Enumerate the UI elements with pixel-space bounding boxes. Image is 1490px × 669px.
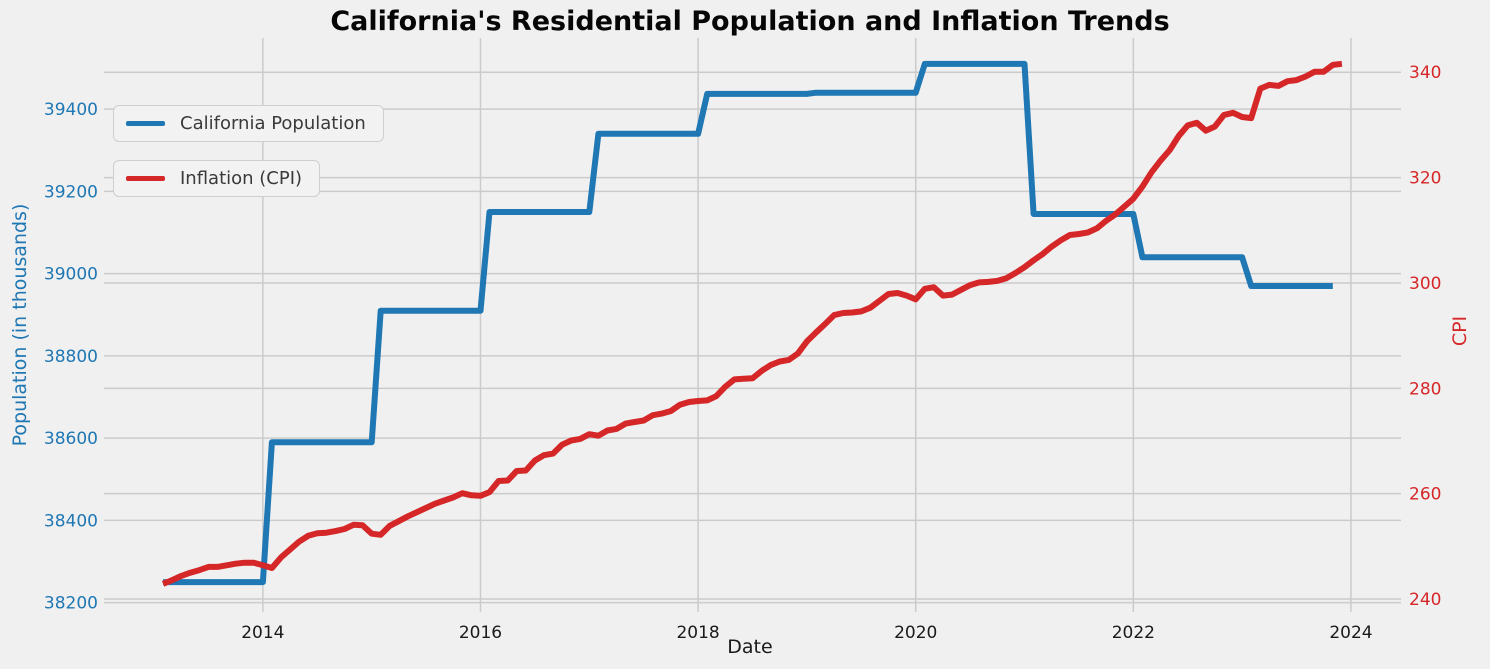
legend-label-cpi: Inflation (CPI) xyxy=(180,168,303,189)
x-tick-label: 2014 xyxy=(241,623,284,643)
legend-swatch-cpi-icon xyxy=(126,176,165,181)
x-axis-label: Date xyxy=(727,636,773,658)
y-tick-label-left: 39200 xyxy=(44,182,98,202)
y-tick-label-right: 300 xyxy=(1409,274,1441,294)
x-tick-label: 2018 xyxy=(676,623,719,643)
y-axis-label-left: Population (in thousands) xyxy=(9,203,31,447)
cpi-line xyxy=(161,60,1343,587)
y-tick-label-right: 260 xyxy=(1409,485,1441,505)
x-tick-label: 2024 xyxy=(1329,623,1372,643)
y-tick-label-right: 340 xyxy=(1409,63,1441,83)
y-tick-label-right: 240 xyxy=(1409,590,1441,610)
population-line xyxy=(163,60,1333,586)
legend-population: California Population xyxy=(113,105,384,142)
x-tick-label: 2022 xyxy=(1112,623,1155,643)
legend-swatch-population-icon xyxy=(126,121,165,126)
y-tick-label-left: 38600 xyxy=(44,429,98,449)
y-tick-label-left: 38200 xyxy=(44,594,98,614)
y-axis-label-right: CPI xyxy=(1449,315,1471,347)
y-tick-label-left: 39000 xyxy=(44,265,98,285)
chart-title: California's Residential Population and … xyxy=(330,6,1170,37)
x-tick-label: 2016 xyxy=(459,623,502,643)
y-tick-label-right: 320 xyxy=(1409,169,1441,189)
y-tick-label-left: 38800 xyxy=(44,347,98,367)
y-tick-label-right: 280 xyxy=(1409,379,1441,399)
x-tick-label: 2020 xyxy=(894,623,937,643)
y-tick-label-left: 39400 xyxy=(44,100,98,120)
legend-cpi: Inflation (CPI) xyxy=(113,160,321,197)
y-tick-label-left: 38400 xyxy=(44,511,98,531)
legend-label-population: California Population xyxy=(180,113,366,134)
